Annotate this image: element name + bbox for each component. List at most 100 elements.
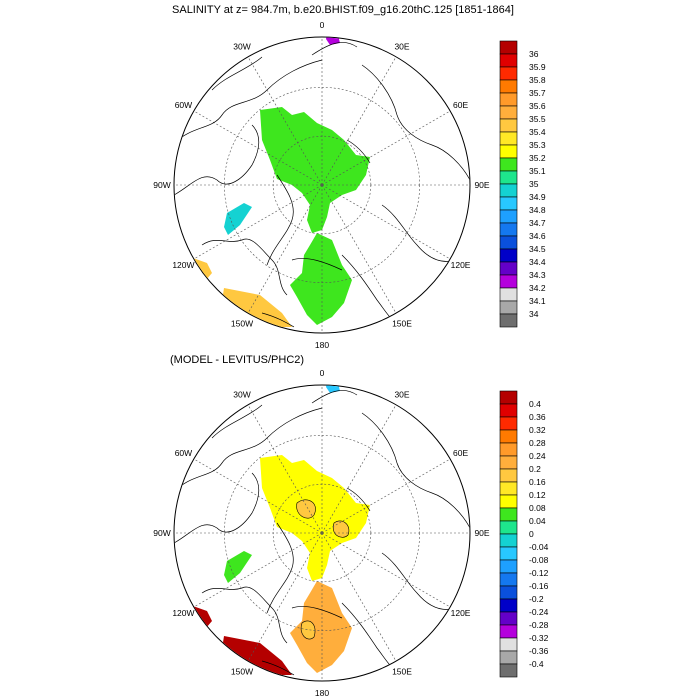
region-labrador-sea-north-atlantic <box>190 257 292 327</box>
meridian <box>321 404 397 534</box>
region-arctic-basin <box>260 107 370 233</box>
colorbar-box <box>499 559 518 574</box>
colorbar-box <box>499 585 518 600</box>
colorbar-label: 35 <box>529 179 539 189</box>
coastline <box>311 390 358 404</box>
colorbar-label: -0.12 <box>529 568 549 578</box>
colorbar-box <box>499 222 518 237</box>
region-patch <box>332 520 350 538</box>
colorbar-box <box>499 79 518 94</box>
colorbar-box <box>499 92 518 107</box>
meridian <box>193 110 323 186</box>
colorbar-box <box>499 105 518 120</box>
coastline <box>266 522 294 614</box>
colorbar-label: -0.04 <box>529 542 549 552</box>
map-content <box>174 385 470 681</box>
colorbar-box <box>499 144 518 159</box>
contour-line <box>346 139 371 164</box>
panel-difference: (MODEL - LEVITUS/PHC2) 180 150E 120E 90E 60E… <box>153 354 548 698</box>
colorbar-label: 0.04 <box>529 516 546 526</box>
longitude-label: 60W <box>175 100 192 110</box>
meridian <box>321 532 397 662</box>
colorbar-box <box>499 611 518 626</box>
colorbar-box <box>499 624 518 639</box>
contour-line <box>291 606 343 619</box>
colorbar-label: -0.4 <box>529 659 544 669</box>
colorbar: 0.4 0.36 0.32 0.28 0.24 0.2 0.16 0.12 0.08 0.04 0 -… <box>499 390 549 678</box>
contour-line <box>261 312 295 328</box>
polar-map: 180 150E 120E 90E 60E 30E 0 30W 60W 90W 120W 150W <box>153 368 490 698</box>
colorbar-box <box>499 53 518 68</box>
longitude-label: 30W <box>233 41 250 51</box>
colorbar-box <box>499 157 518 172</box>
chart-title: SALINITY at z= 984.7m, b.e20.BHIST.f09_g… <box>172 4 514 16</box>
colorbar-label: 34.9 <box>529 192 546 202</box>
region-baffin-bay <box>224 551 252 583</box>
longitude-label: 90W <box>153 528 170 538</box>
meridian <box>321 184 397 314</box>
colorbar-box <box>499 196 518 211</box>
longitude-label: 90E <box>474 180 489 190</box>
chart-subtitle: (MODEL - LEVITUS/PHC2) <box>170 354 304 366</box>
colorbar-label: 35.1 <box>529 166 546 176</box>
colorbar-label: 0.2 <box>529 464 541 474</box>
meridian <box>193 184 323 260</box>
colorbar-label: 35.5 <box>529 114 546 124</box>
coastline <box>381 552 458 610</box>
coastline <box>211 404 263 439</box>
colorbar-label: 34.2 <box>529 283 546 293</box>
region-nordic-seas <box>290 233 352 325</box>
colorbar-box <box>499 455 518 470</box>
colorbar-box <box>499 235 518 250</box>
colorbar-box <box>499 118 518 133</box>
meridian <box>247 532 323 662</box>
colorbar-label: 36 <box>529 49 539 59</box>
meridian <box>321 110 451 186</box>
colorbar-box <box>499 131 518 146</box>
polar-map: 180 150E 120E 90E 60E 30E 0 30W 60W 90W 120W 150W <box>153 20 490 350</box>
coastline <box>381 204 458 262</box>
longitude-label: 150E <box>392 319 412 329</box>
colorbar-box <box>499 416 518 431</box>
colorbar-box <box>499 274 518 289</box>
colorbar-label: 0.32 <box>529 425 546 435</box>
coastline <box>201 586 288 644</box>
longitude-label: 120W <box>172 608 194 618</box>
longitude-label: 120E <box>451 608 471 618</box>
colorbar-label: 0.12 <box>529 490 546 500</box>
colorbar: 36 35.9 35.8 35.7 35.6 35.5 35.4 35.3 35.2 35.1 35… <box>499 40 546 328</box>
longitude-label: 150W <box>231 667 253 677</box>
region-arctic-basin <box>260 455 370 581</box>
meridian <box>247 184 323 314</box>
longitude-label: 150E <box>392 667 412 677</box>
coastline <box>201 238 288 296</box>
colorbar-label: 35.6 <box>529 101 546 111</box>
colorbar-box <box>499 598 518 613</box>
region-bering-strait <box>326 37 340 45</box>
colorbar-box <box>499 209 518 224</box>
colorbar-label: 34 <box>529 309 539 319</box>
colorbar-label: 0 <box>529 529 534 539</box>
longitude-label: 0 <box>320 20 325 30</box>
longitude-label: 60W <box>175 448 192 458</box>
colorbar-label: -0.24 <box>529 607 549 617</box>
colorbar-label: 34.3 <box>529 270 546 280</box>
colorbar-box <box>499 507 518 522</box>
colorbar-label: -0.36 <box>529 646 549 656</box>
longitude-label: 90E <box>474 528 489 538</box>
colorbar-label: 34.1 <box>529 296 546 306</box>
meridian <box>247 56 323 186</box>
meridian <box>193 458 323 534</box>
coastline <box>174 407 323 494</box>
colorbar-box <box>499 313 518 328</box>
colorbar-label: -0.28 <box>529 620 549 630</box>
meridian <box>321 56 397 186</box>
colorbar-box <box>499 429 518 444</box>
coastline <box>174 59 323 146</box>
region-bering-strait <box>326 385 340 393</box>
colorbar-label: 34.8 <box>529 205 546 215</box>
longitude-label: 90W <box>153 180 170 190</box>
coastline <box>361 64 470 181</box>
colorbar-label: 35.4 <box>529 127 546 137</box>
